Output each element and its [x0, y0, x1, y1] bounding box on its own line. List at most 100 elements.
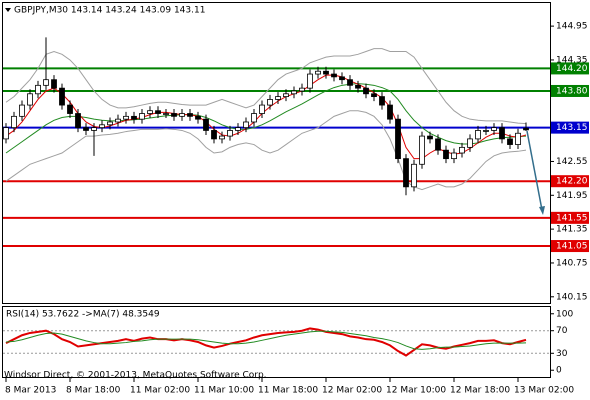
- candle-body: [419, 135, 425, 165]
- y-tick-label: 0: [556, 366, 562, 376]
- candle-body: [27, 93, 33, 106]
- candle-body: [171, 113, 177, 117]
- candle-body: [483, 130, 489, 132]
- x-tick-label: 12 Mar 18:00: [450, 386, 510, 396]
- x-tick-label: 12 Mar 02:00: [322, 386, 382, 396]
- x-tick-label: 8 Mar 18:00: [66, 386, 121, 396]
- x-tick-label: 11 Mar 18:00: [258, 386, 318, 396]
- projection-arrow: [526, 130, 545, 215]
- candle-body: [427, 135, 433, 140]
- candle-body: [243, 121, 249, 129]
- y-tick-label: 100: [556, 309, 573, 319]
- candle-body: [51, 79, 57, 89]
- candle-body: [131, 115, 137, 120]
- candle-body: [235, 127, 241, 131]
- candle-body: [323, 70, 329, 75]
- candle-body: [459, 146, 465, 154]
- candle-body: [339, 76, 345, 81]
- candle-body: [163, 113, 169, 115]
- candle-body: [507, 138, 513, 145]
- candle-body: [99, 124, 105, 129]
- x-tick-label: 11 Mar 02:00: [130, 386, 190, 396]
- candle-body: [283, 93, 289, 98]
- candle-body: [219, 135, 225, 140]
- candle-body: [435, 138, 441, 151]
- symbol-icon: [5, 8, 11, 12]
- candle-body: [3, 127, 9, 140]
- candle-body: [379, 96, 385, 106]
- candle-body: [179, 113, 185, 117]
- y-tick-label: 140.75: [556, 258, 588, 268]
- candle-body: [347, 79, 353, 86]
- indicator-line: [5, 48, 527, 125]
- y-tick-label: 144.35: [556, 55, 588, 65]
- arrow-line: [526, 130, 543, 211]
- level-label-box: [551, 62, 589, 75]
- x-tick-label: 8 Mar 2013: [5, 386, 56, 396]
- candle-body: [83, 127, 89, 131]
- candle-body: [403, 158, 409, 188]
- candle-body: [491, 127, 497, 131]
- candle-body: [275, 96, 281, 100]
- y-tick-label: 142.55: [556, 157, 588, 167]
- candle-body: [411, 163, 417, 188]
- candle-body: [443, 149, 449, 160]
- arrow-head: [539, 206, 545, 215]
- candle-body: [11, 115, 17, 129]
- candle-body: [35, 84, 41, 95]
- candle-body: [67, 104, 73, 114]
- candle-body: [19, 104, 25, 117]
- candle-body: [331, 73, 337, 78]
- candle-body: [107, 121, 113, 126]
- candle-body: [59, 87, 65, 106]
- level-label: 142.20: [556, 177, 588, 187]
- level-label-box: [551, 175, 589, 188]
- candle-body: [195, 115, 201, 120]
- candle-body: [371, 93, 377, 98]
- candle-body: [267, 99, 273, 106]
- candle-body: [499, 127, 505, 140]
- candle-body: [123, 115, 129, 120]
- rsi-line: [5, 330, 527, 350]
- x-tick-label: 13 Mar 02:00: [514, 386, 574, 396]
- candle-body: [475, 130, 481, 140]
- level-label-box: [551, 211, 589, 224]
- candle-body: [115, 118, 121, 123]
- y-tick-label: 70: [556, 326, 568, 336]
- candle-body: [307, 73, 313, 89]
- candle-body: [75, 113, 81, 129]
- candle-body: [91, 127, 97, 131]
- candle-body: [203, 118, 209, 131]
- candle-body: [515, 132, 521, 145]
- candle-body: [259, 104, 265, 114]
- candle-body: [315, 70, 321, 75]
- level-label: 144.20: [556, 64, 588, 74]
- level-label: 143.80: [556, 86, 588, 96]
- candle-body: [523, 127, 529, 131]
- candle-body: [227, 130, 233, 137]
- level-label-box: [551, 84, 589, 97]
- candle-body: [363, 87, 369, 95]
- candle-body: [299, 87, 305, 92]
- candle-body: [291, 90, 297, 95]
- candle-body: [251, 113, 257, 123]
- rsi-title: RSI(14) 53.7622 ->MA(7) 48.3549: [6, 310, 160, 320]
- candle-body: [147, 110, 153, 114]
- level-label-box: [551, 121, 589, 134]
- level-label-box: [551, 240, 589, 253]
- main-panel: [2, 2, 551, 304]
- y-tick-label: 140.15: [556, 292, 588, 302]
- candle-body: [43, 79, 49, 86]
- x-tick-label: 11 Mar 10:00: [194, 386, 254, 396]
- candle-body: [451, 152, 457, 160]
- y-tick-label: 141.35: [556, 225, 588, 235]
- x-tick-label: 12 Mar 10:00: [386, 386, 446, 396]
- indicator-line: [5, 110, 527, 191]
- indicator-line: [5, 83, 527, 154]
- candle-body: [139, 113, 145, 120]
- y-tick-label: 141.95: [556, 191, 588, 201]
- y-tick-label: 144.95: [556, 22, 588, 32]
- candle-body: [387, 104, 393, 120]
